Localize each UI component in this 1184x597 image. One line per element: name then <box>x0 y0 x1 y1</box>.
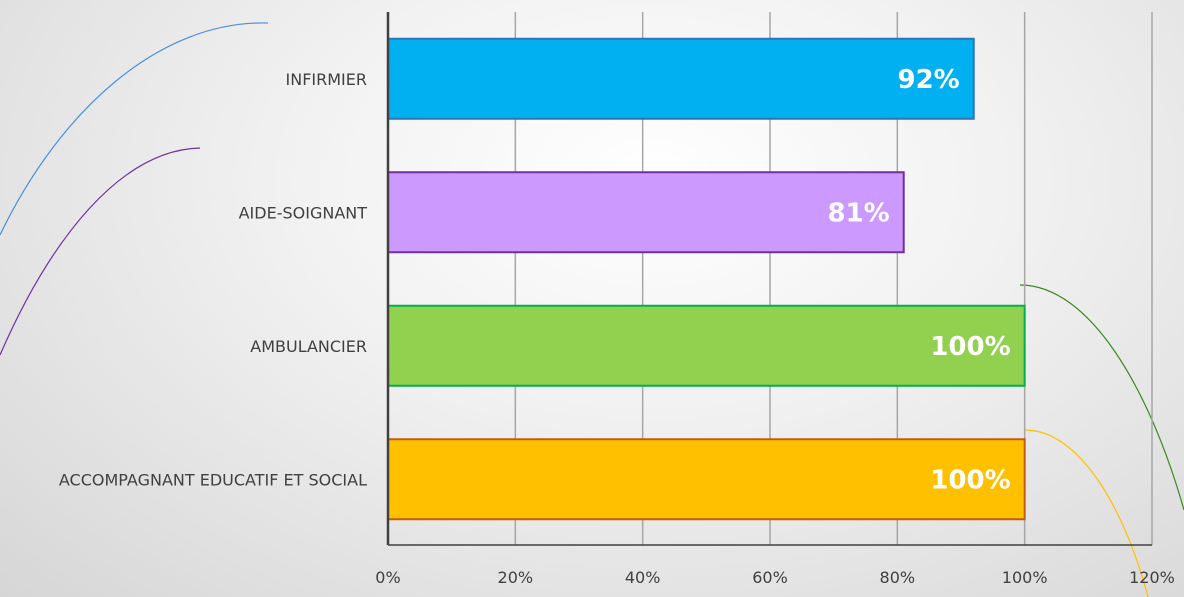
x-tick-label: 60% <box>752 568 788 587</box>
data-label: 100% <box>930 465 1010 495</box>
category-label: INFIRMIER <box>286 70 367 89</box>
category-label: ACCOMPAGNANT EDUCATIF ET SOCIAL <box>59 470 367 489</box>
x-tick-label: 120% <box>1129 568 1175 587</box>
decor-curve-purple <box>0 147 201 356</box>
bar-ambulancier <box>387 304 1026 387</box>
x-tick-label: 40% <box>625 568 661 587</box>
decor-curve-green <box>1019 284 1184 511</box>
x-tick-label: 0% <box>375 568 400 587</box>
category-label: AMBULANCIER <box>250 337 367 356</box>
decor-curve-orange <box>1024 429 1149 597</box>
x-tick-label: 80% <box>880 568 916 587</box>
data-label: 92% <box>897 65 959 95</box>
bar-aide-soignant <box>387 171 905 254</box>
data-label: 81% <box>827 198 889 228</box>
category-label: AIDE-SOIGNANT <box>239 203 368 222</box>
bar-accompagnant-educatif-et-social <box>387 438 1026 521</box>
x-tick-label: 100% <box>1002 568 1048 587</box>
x-tick-label: 20% <box>498 568 534 587</box>
data-label: 100% <box>930 332 1010 362</box>
decor-curve-blue <box>0 22 269 236</box>
bar-infirmier <box>387 37 975 120</box>
